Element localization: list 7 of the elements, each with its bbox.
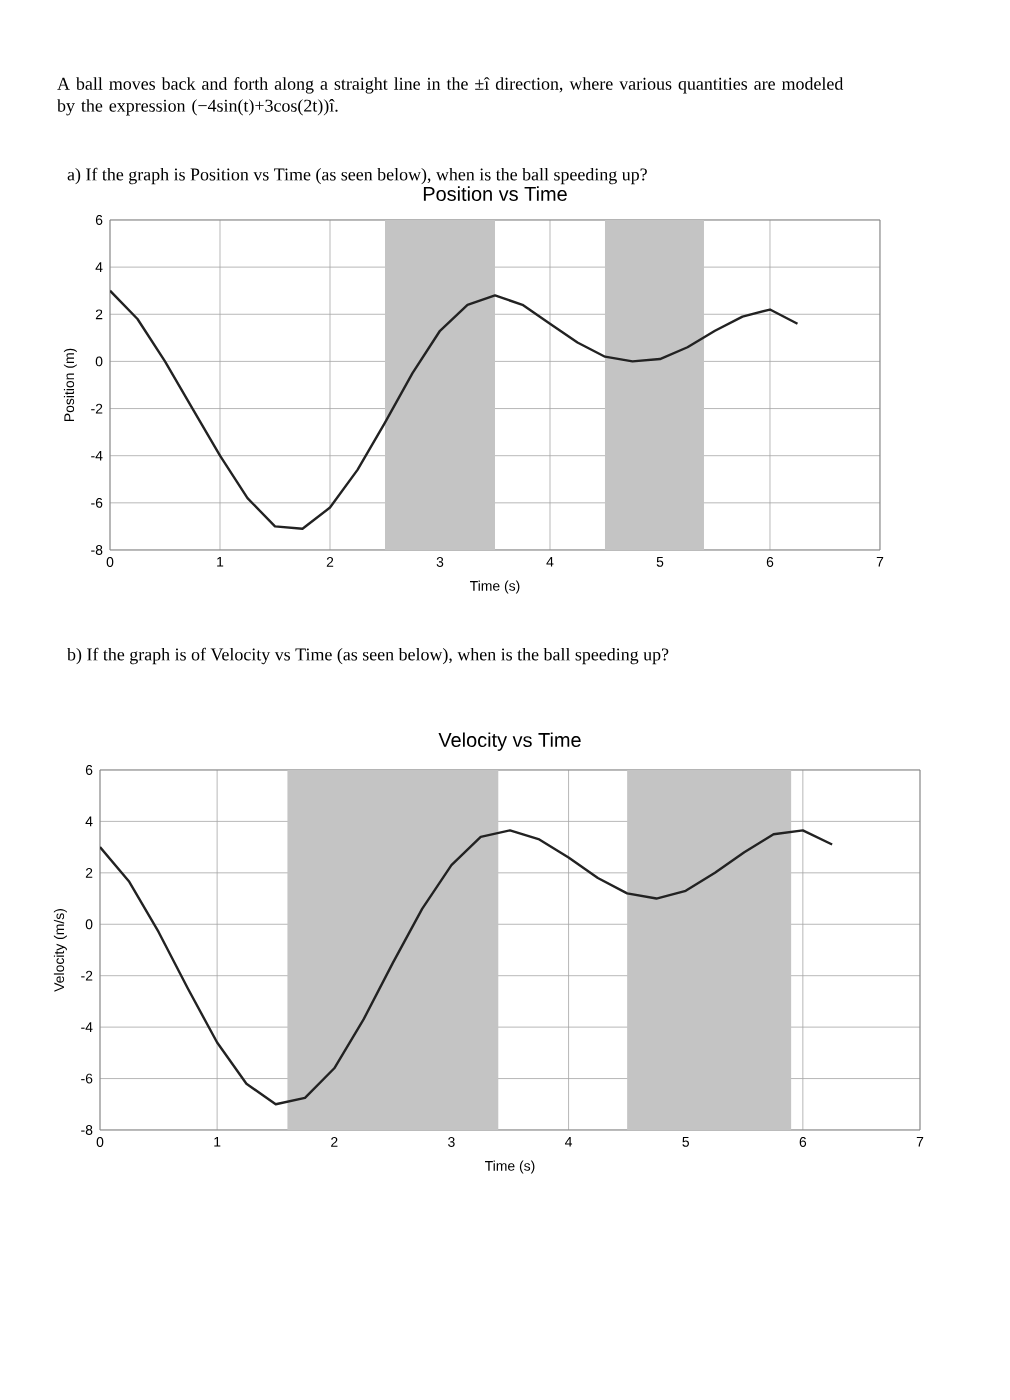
text: A ball moves back and forth along a straight line in the ±î direction, where various quantities are modeled by the expression (−4sin(t)+3cos(2t))î. bbox=[57, 77, 844, 116]
chart-subtitle: b) If the graph is of Velocity vs Time (as seen below), when is the ball speeding up? bbox=[67, 647, 669, 665]
chart-title: Position vs Time bbox=[423, 186, 567, 201]
line-series bbox=[100, 829, 834, 1106]
chart-title: Velocity vs Time bbox=[438, 732, 581, 751]
line-series bbox=[110, 289, 799, 530]
chart-subtitle: a) If the graph is Position vs Time (as seen below), when is the ball speeding up? bbox=[67, 167, 647, 185]
